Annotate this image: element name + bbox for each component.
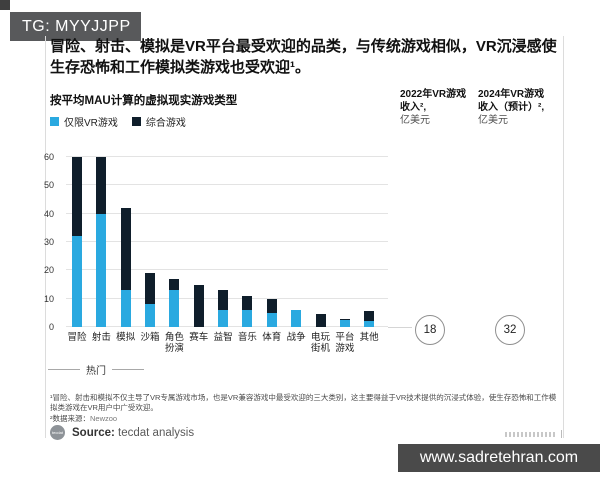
y-tick-label: 0 — [48, 322, 54, 332]
bar-segment-vr-only — [72, 236, 82, 327]
footnote-2-source: Newzoo — [90, 414, 118, 423]
revenue-header-2022: 2022年VR游戏 收入², 亿美元 — [400, 88, 476, 127]
x-tick-label: 平台 游戏 — [335, 332, 355, 354]
bar-segment-comprehensive — [145, 273, 156, 305]
bar-segment-vr-only — [339, 319, 350, 327]
bar-segment-vr-only — [218, 310, 229, 327]
x-tick-label: 益智 — [213, 332, 233, 343]
fine-print-text — [505, 432, 557, 437]
bar-segment-comprehensive — [120, 208, 131, 291]
y-tick-label: 20 — [43, 265, 54, 276]
legend-item-comprehensive: 综合游戏 — [131, 114, 186, 129]
legend-swatch-vr-only — [50, 117, 59, 126]
bar-segment-comprehensive — [72, 157, 82, 237]
legend-label-comprehensive: 综合游戏 — [145, 118, 186, 129]
revenue-circle-2022: 18 — [415, 315, 445, 345]
y-tick-label: 50 — [43, 180, 54, 191]
source-label: Source: — [72, 426, 115, 439]
revenue-header-2024-line2: 收入（预计）², — [478, 102, 545, 113]
corner-notch — [0, 0, 10, 10]
legend-item-vr-only: 仅限VR游戏 — [50, 114, 118, 129]
tg-badge: TG: MYYJJPP — [10, 12, 141, 41]
bracket-line-right — [112, 369, 144, 370]
revenue-header-2022-line1: 2022年VR游戏 — [400, 89, 467, 100]
gridline — [66, 269, 388, 271]
bar-segment-comprehensive — [96, 157, 107, 214]
x-tick-label: 射击 — [91, 332, 111, 343]
bar-segment-vr-only — [120, 290, 131, 327]
y-tick-label: 10 — [43, 293, 54, 304]
x-tick-label: 电玩 街机 — [310, 332, 330, 354]
gridline — [66, 156, 388, 157]
bar-segment-vr-only — [96, 213, 107, 327]
tecdat-logo-icon: tecdat — [50, 425, 65, 440]
x-tick-label: 模拟 — [116, 332, 136, 343]
gridline — [66, 212, 388, 214]
plot-area — [66, 156, 388, 327]
x-tick-label: 音乐 — [237, 332, 257, 343]
x-tick-label: 冒险 — [67, 332, 87, 343]
bar-segment-comprehensive — [242, 295, 253, 310]
revenue-header-2022-line2: 收入², — [400, 102, 427, 113]
gridline — [66, 184, 388, 186]
bar-segment-comprehensive — [266, 298, 277, 313]
hot-group-bracket: 热门 — [48, 362, 144, 377]
x-tick-label: 其他 — [359, 332, 379, 343]
bracket-line-left — [48, 369, 80, 370]
legend-swatch-comprehensive — [131, 117, 141, 126]
left-margin-rule — [45, 36, 46, 438]
source-value: tecdat analysis — [114, 426, 195, 439]
bar-segment-comprehensive — [315, 314, 326, 327]
revenue-header-2024-line1: 2024年VR游戏 — [478, 89, 545, 100]
revenue-header-2024-unit: 亿美元 — [478, 115, 508, 126]
bar-segment-vr-only — [242, 310, 253, 327]
y-tick-label: 40 — [43, 208, 54, 219]
right-margin-rule — [563, 36, 564, 438]
y-tick-label: 30 — [43, 237, 54, 247]
fine-print-divider — [561, 430, 562, 438]
chart-subtitle: 按平均MAU计算的虚拟现实游戏类型 — [50, 95, 238, 107]
x-tick-label: 战争 — [286, 332, 306, 343]
bar-segment-comprehensive — [169, 278, 180, 291]
bar-segment-vr-only — [145, 304, 156, 327]
x-tick-label: 体育 — [262, 332, 282, 343]
x-tick-label: 赛车 — [189, 332, 209, 343]
revenue-header-2022-unit: 亿美元 — [400, 115, 430, 126]
bar-segment-comprehensive — [364, 311, 375, 322]
x-axis-labels: 冒险 射击 模拟 沙箱 角色 扮演 赛车 益智 音乐 体育 战争 电玩 街机 平台 游戏 其他 — [66, 332, 388, 362]
bar-segment-vr-only — [266, 312, 277, 327]
bar-segment-comprehensive — [193, 284, 204, 327]
x-tick-label: 角色 扮演 — [164, 332, 184, 354]
source-row: tecdat Source: tecdat analysis — [50, 425, 194, 440]
hot-group-label: 热门 — [86, 366, 106, 377]
footnote-1: ¹冒险、射击和模拟不仅主导了VR专属游戏市场，也是VR兼容游戏中最受欢迎的三大类… — [50, 393, 557, 412]
legend-label-vr-only: 仅限VR游戏 — [64, 118, 118, 129]
bar-segment-vr-only — [364, 321, 375, 327]
bar-segment-comprehensive — [339, 318, 350, 320]
y-axis-labels: 0 10 20 30 40 50 60 — [28, 152, 60, 332]
chart-legend: 仅限VR游戏 综合游戏 — [50, 114, 186, 129]
source-text: Source: tecdat analysis — [72, 427, 194, 439]
bar-segment-comprehensive — [218, 290, 229, 310]
footnote-2: ²数据来源：Newzoo — [50, 413, 117, 424]
headline: 冒险、射击、模拟是VR平台最受欢迎的品类，与传统游戏相似，VR沉浸感使生存恐怖和… — [50, 38, 557, 76]
bar-segment-vr-only — [169, 290, 180, 327]
gridline — [66, 241, 388, 242]
y-tick-label: 60 — [43, 152, 54, 162]
revenue-header-2024: 2024年VR游戏 收入（预计）², 亿美元 — [478, 88, 566, 127]
x-tick-label: 沙箱 — [140, 332, 160, 343]
footnote-2-prefix: ²数据来源： — [50, 414, 90, 423]
bar-segment-vr-only — [291, 310, 302, 327]
baseline-extension — [388, 327, 412, 328]
revenue-circle-2024: 32 — [495, 315, 525, 345]
watermark-banner: www.sadretehran.com — [398, 444, 600, 472]
